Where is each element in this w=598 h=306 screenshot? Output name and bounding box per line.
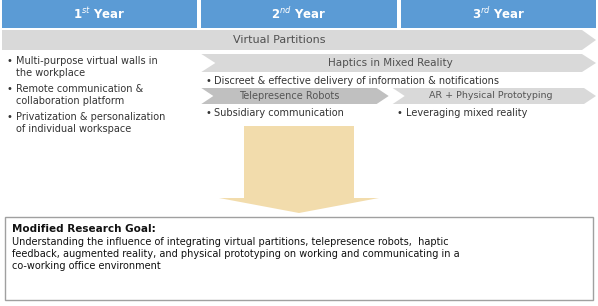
Text: Privatization & personalization
of individual workspace: Privatization & personalization of indiv… bbox=[16, 112, 166, 134]
Text: Multi-purpose virtual walls in
the workplace: Multi-purpose virtual walls in the workp… bbox=[16, 56, 158, 78]
Text: •: • bbox=[205, 108, 211, 118]
Polygon shape bbox=[393, 88, 596, 104]
Text: Modified Research Goal:: Modified Research Goal: bbox=[12, 224, 155, 234]
Text: 3$^{rd}$ Year: 3$^{rd}$ Year bbox=[472, 6, 525, 22]
Text: •: • bbox=[7, 84, 13, 94]
Text: 2$^{nd}$ Year: 2$^{nd}$ Year bbox=[271, 6, 327, 22]
Text: •: • bbox=[7, 56, 13, 66]
Text: Subsidiary communication: Subsidiary communication bbox=[214, 108, 344, 118]
Polygon shape bbox=[219, 126, 379, 213]
Bar bbox=[202, 0, 396, 28]
Text: Haptics in Mixed Reality: Haptics in Mixed Reality bbox=[328, 58, 453, 68]
Text: •: • bbox=[7, 112, 13, 122]
Text: Leveraging mixed reality: Leveraging mixed reality bbox=[405, 108, 527, 118]
Polygon shape bbox=[202, 88, 389, 104]
Text: •: • bbox=[396, 108, 402, 118]
Bar bbox=[2, 0, 197, 28]
Polygon shape bbox=[2, 30, 596, 50]
Text: Telepresence Robots: Telepresence Robots bbox=[239, 91, 339, 101]
Bar bbox=[5, 217, 593, 300]
Text: Virtual Partitions: Virtual Partitions bbox=[233, 35, 325, 45]
Text: 1$^{st}$ Year: 1$^{st}$ Year bbox=[74, 6, 126, 22]
Text: •: • bbox=[205, 76, 211, 86]
Text: Discreet & effective delivery of information & notifications: Discreet & effective delivery of informa… bbox=[214, 76, 499, 86]
Polygon shape bbox=[202, 54, 596, 72]
Bar bbox=[401, 0, 596, 28]
Text: AR + Physical Prototyping: AR + Physical Prototyping bbox=[429, 91, 552, 100]
Text: Understanding the influence of integrating virtual partitions, telepresence robo: Understanding the influence of integrati… bbox=[12, 237, 448, 247]
Text: feedback, augmented reality, and physical prototyping on working and communicati: feedback, augmented reality, and physica… bbox=[12, 249, 460, 259]
Text: Remote communication &
collaboration platform: Remote communication & collaboration pla… bbox=[16, 84, 144, 106]
Text: co-working office environment: co-working office environment bbox=[12, 261, 161, 271]
